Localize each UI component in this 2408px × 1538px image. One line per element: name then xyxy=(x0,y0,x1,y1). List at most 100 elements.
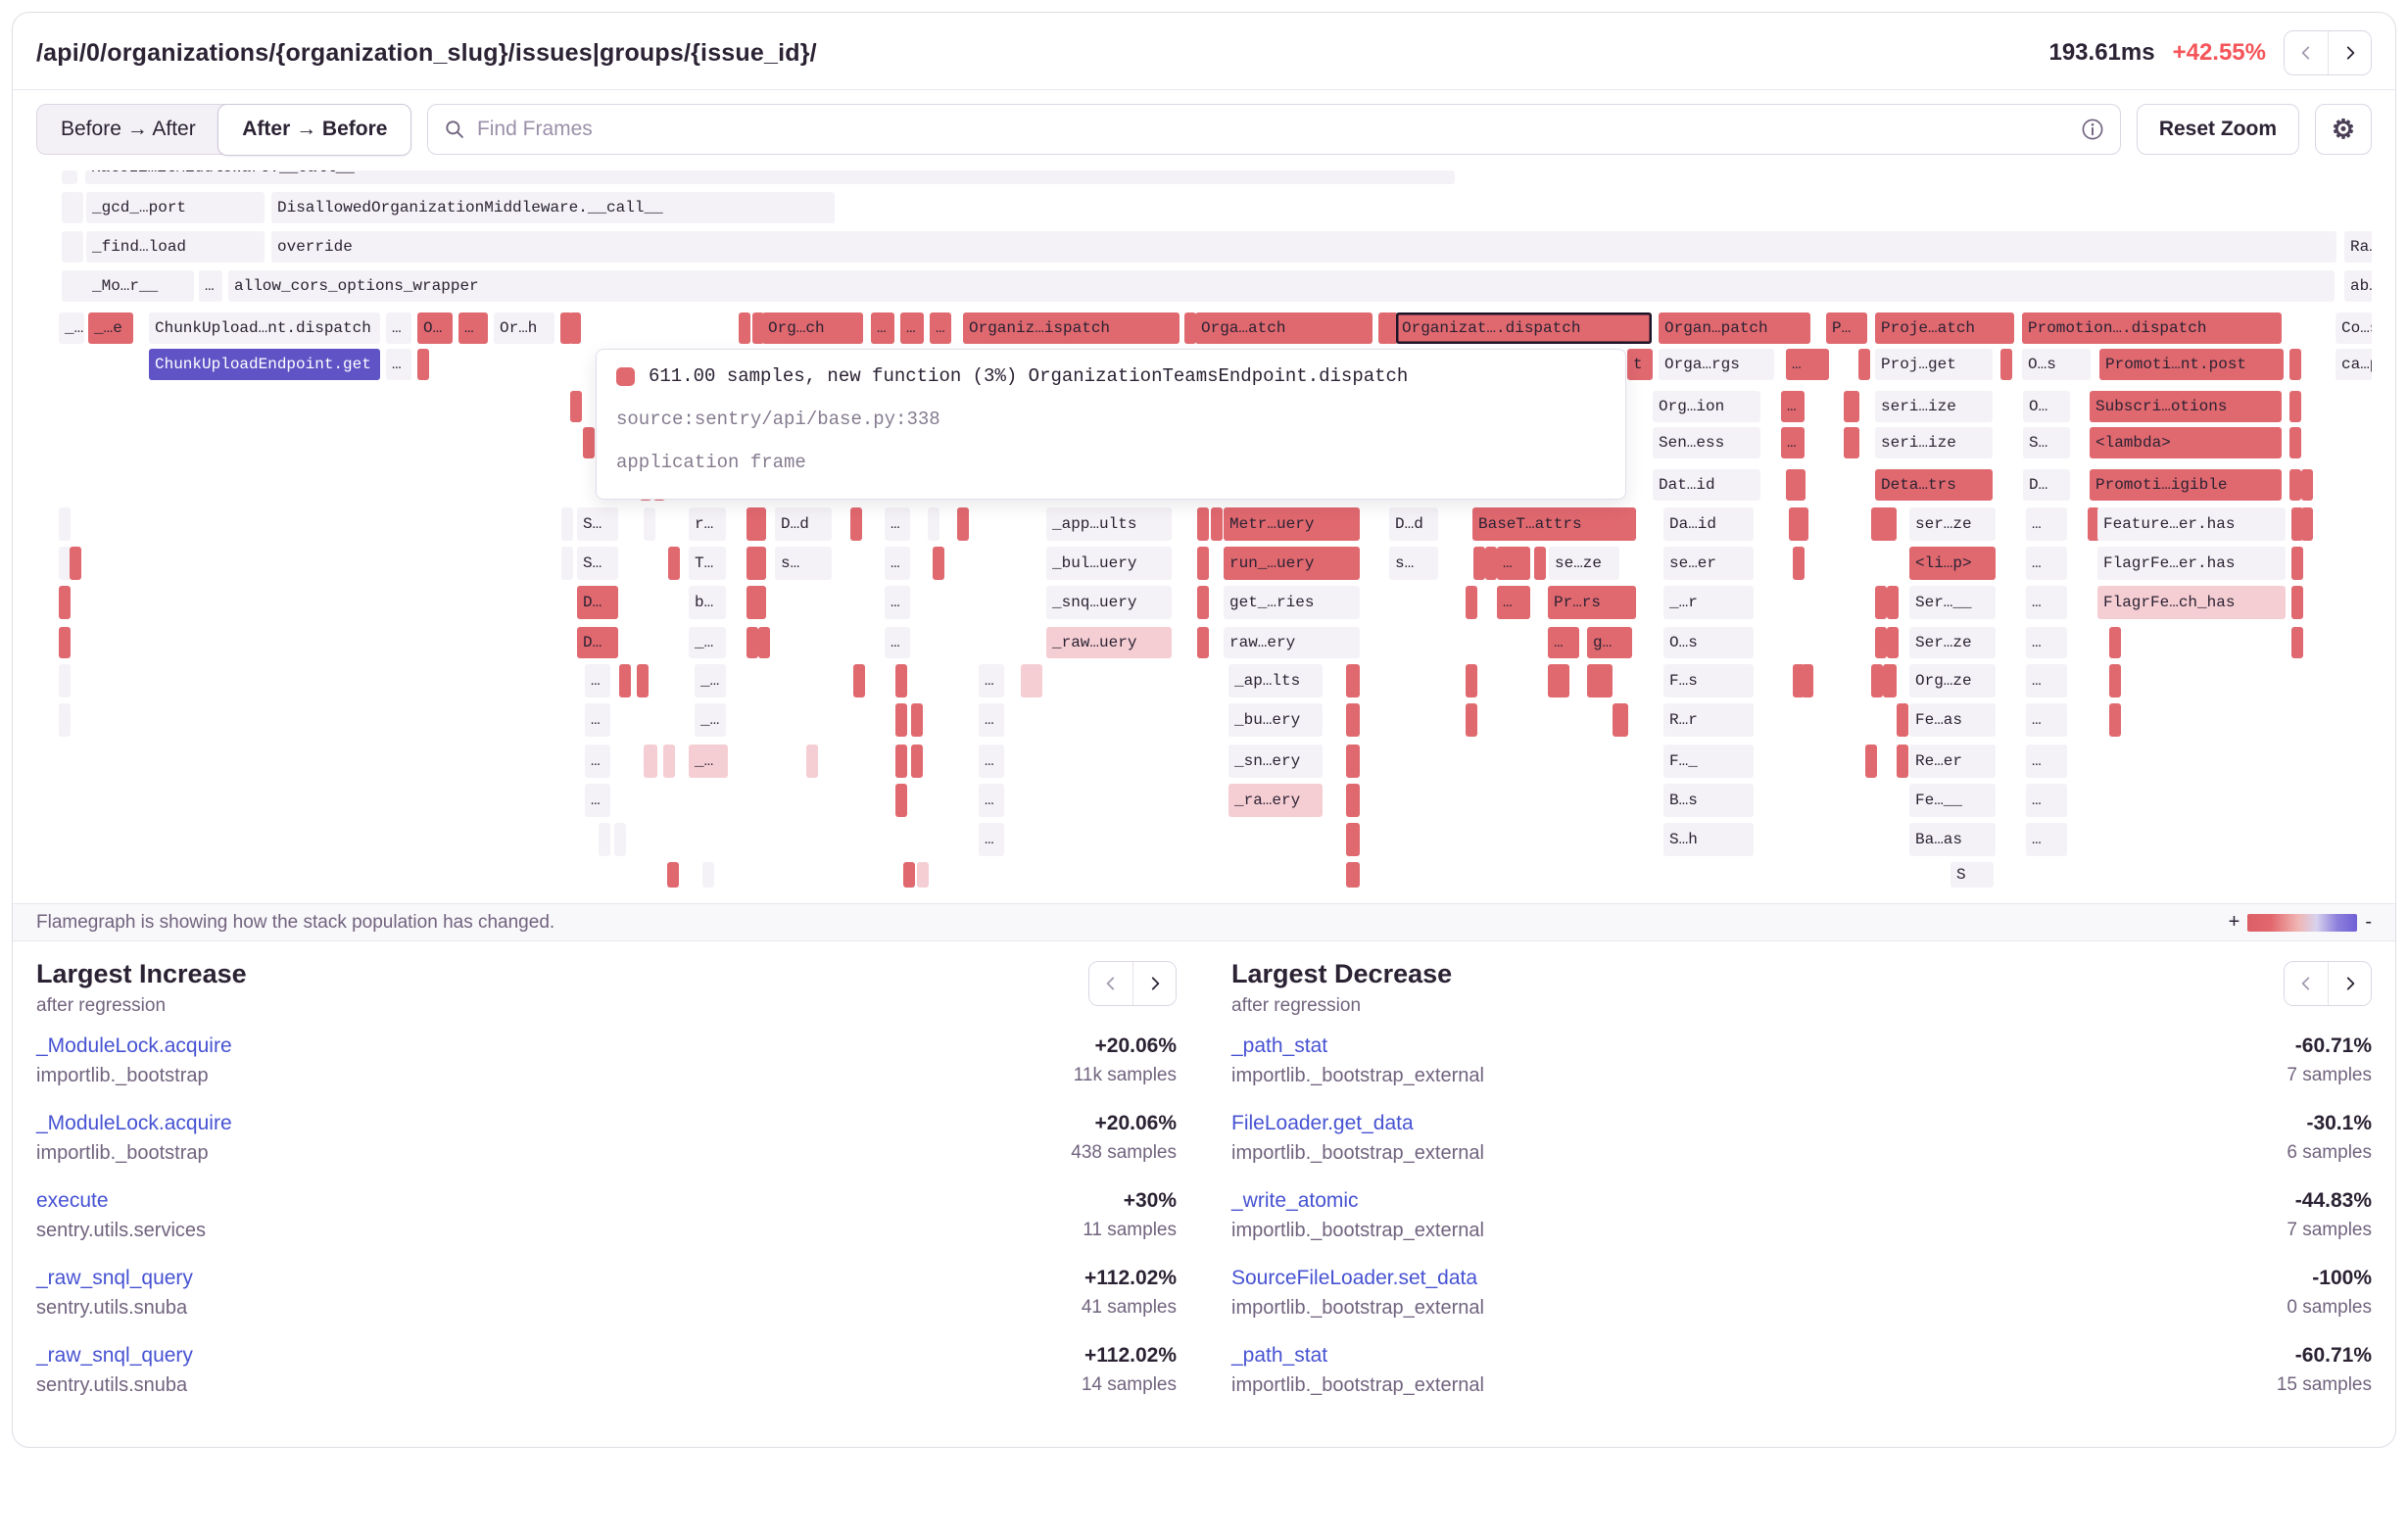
flame-frame[interactable] xyxy=(1786,469,1806,501)
flame-frame[interactable] xyxy=(2289,427,2301,458)
flame-frame[interactable] xyxy=(895,703,907,737)
flame-frame[interactable] xyxy=(569,312,581,344)
flame-frame[interactable] xyxy=(895,745,907,778)
flamegraph-canvas[interactable]: RateLimitMiddleware.__call__ _gcd_…portDi… xyxy=(36,170,2372,903)
flame-frame[interactable] xyxy=(1844,391,1859,422)
flame-frame[interactable] xyxy=(599,823,610,856)
flame-frame[interactable]: … xyxy=(1497,547,1530,580)
flame-frame[interactable]: S… xyxy=(577,547,618,580)
flame-frame[interactable] xyxy=(644,745,657,778)
flame-frame[interactable]: _… xyxy=(689,745,728,778)
flame-frame[interactable] xyxy=(1887,586,1899,619)
flame-frame[interactable] xyxy=(1485,547,1497,580)
flame-frame[interactable]: … xyxy=(1548,627,1579,658)
flame-frame[interactable]: Co…st xyxy=(2336,312,2372,344)
flame-frame[interactable] xyxy=(933,547,944,580)
flame-frame[interactable]: DisallowedOrganizationMiddleware.__call_… xyxy=(271,192,835,223)
flame-frame[interactable] xyxy=(1211,507,1223,541)
flame-frame[interactable]: _gcd_…port xyxy=(86,192,265,223)
flame-frame[interactable] xyxy=(1534,547,1546,580)
flame-frame[interactable] xyxy=(644,507,655,541)
flame-frame[interactable] xyxy=(62,170,77,184)
flame-frame[interactable]: … xyxy=(199,270,222,302)
flame-frame[interactable]: O…s xyxy=(1663,627,1754,658)
flame-frame[interactable]: r… xyxy=(689,507,726,541)
flame-frame[interactable]: <lambda> xyxy=(2090,427,2282,458)
flame-frame[interactable] xyxy=(561,547,573,580)
flame-frame[interactable] xyxy=(1346,664,1360,697)
flame-frame[interactable] xyxy=(917,862,929,888)
flame-frame[interactable]: … xyxy=(885,586,910,619)
flame-frame[interactable] xyxy=(1875,627,1887,658)
flame-frame[interactable]: Re…er xyxy=(1909,745,1996,778)
flame-frame[interactable]: … xyxy=(885,547,910,580)
flame-frame[interactable]: S… xyxy=(2023,427,2070,458)
flame-frame[interactable] xyxy=(663,745,675,778)
flame-frame[interactable] xyxy=(2301,507,2313,541)
flame-frame[interactable] xyxy=(417,349,429,380)
flame-frame[interactable] xyxy=(1197,627,1209,658)
flame-frame[interactable] xyxy=(2291,547,2303,580)
flame-frame[interactable]: … xyxy=(386,312,411,344)
toggle-after-before[interactable]: After → Before xyxy=(217,103,412,156)
flame-frame[interactable] xyxy=(1346,823,1360,856)
flame-frame[interactable] xyxy=(62,192,73,223)
flame-frame[interactable] xyxy=(1883,664,1897,697)
flame-frame[interactable]: ser…ze xyxy=(1909,507,1996,541)
flame-frame[interactable]: _find…load xyxy=(86,231,265,263)
settings-button[interactable]: ⚙ xyxy=(2315,104,2372,155)
flame-frame[interactable]: Fe…__ xyxy=(1909,784,1996,817)
flame-frame[interactable]: Org…ch xyxy=(762,312,863,344)
flame-frame[interactable] xyxy=(1346,862,1360,888)
flame-frame[interactable]: O… xyxy=(2023,391,2070,422)
flame-frame[interactable] xyxy=(1871,664,1883,697)
flame-frame[interactable] xyxy=(1875,586,1887,619)
flame-frame[interactable] xyxy=(59,586,71,619)
flame-frame[interactable]: se…er xyxy=(1663,547,1754,580)
flame-frame[interactable] xyxy=(2109,664,2121,697)
flame-frame[interactable]: … xyxy=(1781,427,1805,458)
flame-frame[interactable]: … xyxy=(2026,507,2067,541)
flame-frame[interactable]: _raw…uery xyxy=(1046,627,1172,658)
flame-frame[interactable]: B…s xyxy=(1663,784,1754,817)
flame-frame[interactable] xyxy=(2291,586,2303,619)
flame-frame[interactable]: D…d xyxy=(1389,507,1438,541)
flame-frame[interactable]: O… xyxy=(417,312,453,344)
flame-frame[interactable]: … xyxy=(2026,547,2067,580)
flame-frame[interactable] xyxy=(614,823,626,856)
flame-frame[interactable]: … xyxy=(930,312,951,344)
flame-frame[interactable] xyxy=(59,703,71,737)
flame-frame[interactable]: … xyxy=(386,349,411,380)
flame-frame[interactable]: _…e xyxy=(88,312,133,344)
flame-frame[interactable] xyxy=(1858,349,1870,380)
flame-frame[interactable]: … xyxy=(585,745,610,778)
flame-frame[interactable]: raw…ery xyxy=(1224,627,1360,658)
flame-frame[interactable]: Deta…trs xyxy=(1875,469,1993,501)
flame-frame[interactable]: D…d xyxy=(775,507,832,541)
flame-frame[interactable]: Feature…er.has xyxy=(2097,507,2286,541)
flame-frame[interactable] xyxy=(1871,507,1897,541)
flame-frame[interactable] xyxy=(1844,427,1859,458)
function-link[interactable]: _path_stat xyxy=(1231,1034,1328,1057)
flame-frame[interactable] xyxy=(1466,664,1477,697)
flame-frame[interactable]: … xyxy=(2026,664,2067,697)
flame-frame[interactable]: b… xyxy=(689,586,726,619)
flame-frame[interactable]: Organiz…ispatch xyxy=(963,312,1180,344)
prev-transaction-button[interactable] xyxy=(2285,31,2328,74)
flame-frame[interactable] xyxy=(1793,547,1805,580)
flame-frame[interactable] xyxy=(1887,627,1899,658)
flame-frame[interactable]: Orga…atch xyxy=(1195,312,1373,344)
flame-frame[interactable]: Ba…as xyxy=(1909,823,1996,856)
flame-frame[interactable]: ChunkUploadEndpoint.get xyxy=(149,349,380,380)
flame-frame[interactable]: _bul…uery xyxy=(1046,547,1172,580)
function-link[interactable]: _raw_snql_query xyxy=(36,1267,193,1289)
flame-frame[interactable] xyxy=(1346,784,1360,817)
flame-frame[interactable] xyxy=(853,664,865,697)
flame-frame[interactable] xyxy=(72,231,83,263)
flame-frame[interactable] xyxy=(1613,703,1628,737)
flame-frame[interactable]: Organizat….dispatch xyxy=(1396,312,1652,344)
flame-frame[interactable]: … xyxy=(458,312,488,344)
flame-frame[interactable]: Ser…ze xyxy=(1909,627,1996,658)
flame-frame[interactable] xyxy=(1789,507,1808,541)
decrease-next-button[interactable] xyxy=(2328,962,2371,1005)
